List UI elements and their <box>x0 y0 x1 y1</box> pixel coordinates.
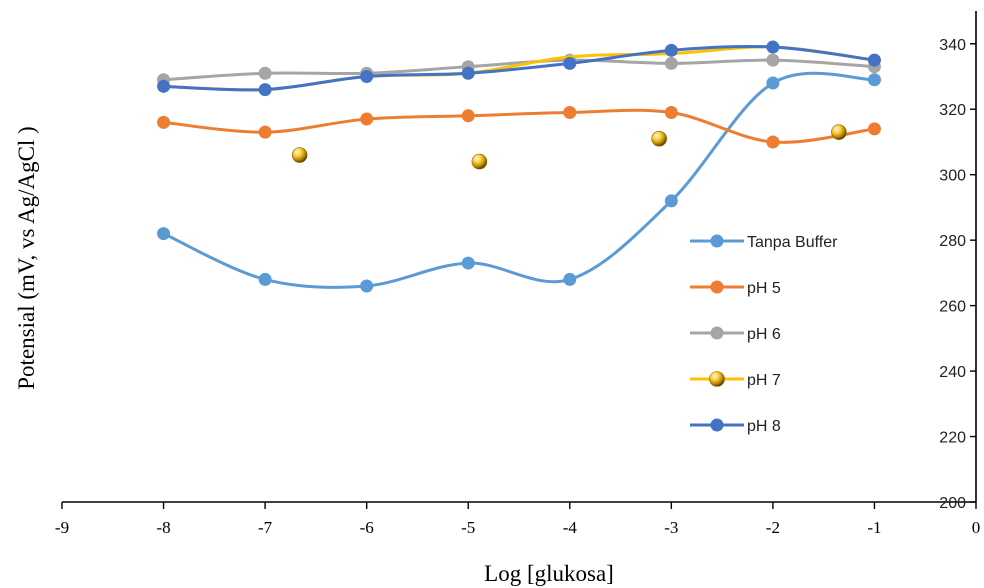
y-tick-label: 260 <box>939 299 966 316</box>
y-axis: 200 220 240 260 280 300 320 340 <box>939 11 977 512</box>
x-tick-label: 0 <box>972 518 981 537</box>
legend-item-ph-5: pH 5 <box>690 280 781 297</box>
data-point-ph-5 <box>258 125 272 139</box>
data-point-ph-8 <box>157 79 171 93</box>
x-axis-title: Log [glukosa] <box>484 561 614 586</box>
legend-label: Tanpa Buffer <box>747 234 838 251</box>
sphere-marker <box>651 130 667 147</box>
data-point-ph-6 <box>664 56 678 70</box>
data-point-ph-5 <box>461 109 475 123</box>
series-layer <box>157 40 881 293</box>
series-line-ph-5 <box>162 108 876 144</box>
legend-marker <box>710 418 724 432</box>
data-point-ph-5 <box>766 135 780 149</box>
x-tick-label: -7 <box>258 518 273 537</box>
legend-marker <box>710 326 724 340</box>
data-point-ph-8 <box>867 53 881 67</box>
legend-marker <box>709 371 725 387</box>
x-tick-label: -3 <box>664 518 678 537</box>
data-point-tanpa-buffer <box>258 272 272 286</box>
data-point-ph-5 <box>157 115 171 129</box>
legend-item-ph-7: pH 7 <box>690 371 781 389</box>
sphere-marker <box>471 153 488 170</box>
x-tick-label: -8 <box>156 518 170 537</box>
data-point-ph-5 <box>563 106 577 120</box>
data-point-ph-8 <box>258 83 272 97</box>
series-line-tanpa-buffer <box>162 71 876 289</box>
series-ph-5 <box>157 106 881 149</box>
data-point-tanpa-buffer <box>664 194 678 208</box>
x-tick-label: -1 <box>867 518 881 537</box>
x-tick-label: -4 <box>563 518 578 537</box>
extra-markers <box>291 124 847 170</box>
y-tick-label: 320 <box>939 102 966 119</box>
legend-label: pH 6 <box>747 326 781 343</box>
sphere-marker <box>291 147 308 163</box>
y-tick-label: 200 <box>939 495 966 512</box>
legend-label: pH 5 <box>747 280 781 297</box>
legend-marker <box>710 280 724 294</box>
data-point-ph-8 <box>461 66 475 80</box>
data-point-ph-8 <box>360 70 374 84</box>
y-tick-label: 220 <box>939 430 966 447</box>
y-tick-label: 340 <box>939 37 966 54</box>
data-point-tanpa-buffer <box>461 256 475 270</box>
series-tanpa-buffer <box>157 71 881 293</box>
legend: Tanpa Buffer pH 5 pH 6 pH 7 pH 8 <box>690 234 838 435</box>
data-point-tanpa-buffer <box>766 76 780 90</box>
data-point-ph-5 <box>360 112 374 126</box>
data-point-ph-6 <box>766 53 780 67</box>
data-point-ph-5 <box>867 122 881 136</box>
x-axis: -9 -8 -7 -6 -5 -4 -3 -2 -1 0 <box>55 501 981 537</box>
y-axis-title: Potensial (mV, vs Ag/AgCl ) <box>14 126 39 389</box>
data-point-ph-5 <box>664 106 678 120</box>
y-tick-label: 300 <box>939 168 966 185</box>
x-tick-label: -9 <box>55 518 69 537</box>
series-ph-8 <box>157 40 881 97</box>
sphere-marker <box>831 124 847 140</box>
data-point-ph-8 <box>766 40 780 54</box>
y-tick-label: 240 <box>939 364 966 381</box>
legend-item-ph-8: pH 8 <box>690 418 781 435</box>
data-point-tanpa-buffer <box>360 279 374 293</box>
legend-label: pH 8 <box>747 418 781 435</box>
x-tick-label: -6 <box>360 518 374 537</box>
data-point-tanpa-buffer <box>867 73 881 87</box>
data-point-ph-6 <box>258 66 272 80</box>
data-point-ph-8 <box>664 43 678 57</box>
series-line-ph-6 <box>162 58 876 82</box>
y-tick-label: 280 <box>939 233 966 250</box>
x-tick-label: -2 <box>766 518 780 537</box>
data-point-tanpa-buffer <box>157 227 171 241</box>
legend-item-ph-6: pH 6 <box>690 326 781 343</box>
series-line-ph-8 <box>162 45 876 92</box>
legend-item-tanpa-buffer: Tanpa Buffer <box>690 234 838 251</box>
legend-label: pH 7 <box>747 372 781 389</box>
legend-marker <box>710 234 724 248</box>
x-tick-label: -5 <box>461 518 475 537</box>
data-point-tanpa-buffer <box>563 272 577 286</box>
data-point-ph-8 <box>563 56 577 70</box>
